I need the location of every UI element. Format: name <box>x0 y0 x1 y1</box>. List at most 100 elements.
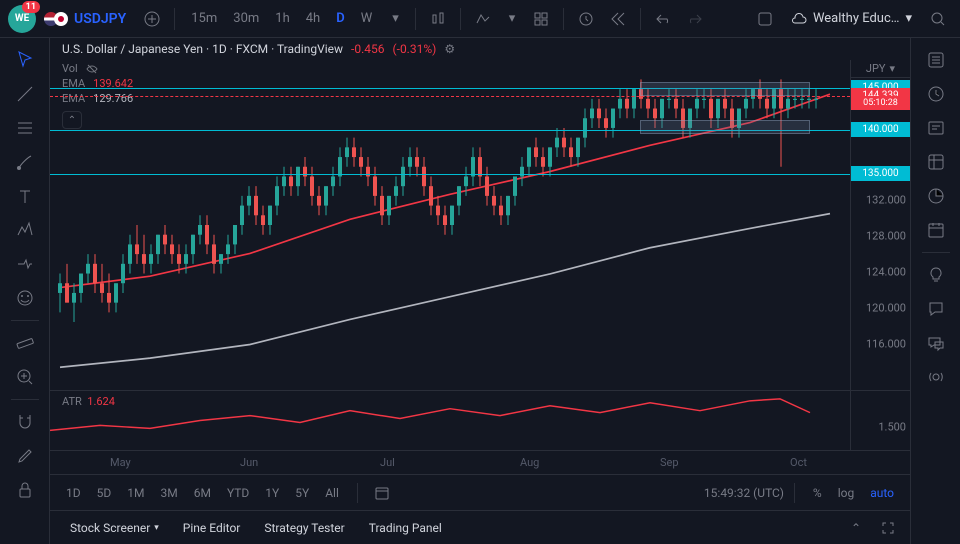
time-tick: Oct <box>790 456 807 469</box>
cloud-icon <box>791 11 807 27</box>
fullscreen-icon[interactable] <box>751 5 779 33</box>
calendar-button[interactable] <box>918 214 954 246</box>
rectangle-drawing[interactable] <box>640 82 810 96</box>
atr-axis[interactable]: 1.500 <box>850 391 910 450</box>
timeframe-30m[interactable]: 30m <box>225 7 267 30</box>
top-toolbar: WE11 USDJPY 15m30m1h4hDW ▾ ▾ Wealthy Edu… <box>0 0 960 38</box>
text-tool[interactable] <box>7 180 43 212</box>
range-YTD[interactable]: YTD <box>219 482 257 504</box>
notification-badge: 11 <box>22 1 40 13</box>
fib-tool[interactable] <box>7 112 43 144</box>
undo-button[interactable] <box>649 5 677 33</box>
replay-button[interactable] <box>604 5 632 33</box>
search-button[interactable] <box>924 5 952 33</box>
zoom-tool[interactable] <box>7 361 43 393</box>
chat-button[interactable] <box>918 293 954 325</box>
bottom-tab-strategy-tester[interactable]: Strategy Tester <box>252 515 356 541</box>
symbol-selector[interactable]: USDJPY <box>40 7 134 31</box>
bottom-tab-trading-panel[interactable]: Trading Panel <box>357 515 454 541</box>
range-6M[interactable]: 6M <box>186 482 219 504</box>
range-3M[interactable]: 3M <box>152 482 185 504</box>
horizontal-line[interactable] <box>50 96 850 97</box>
chart-canvas[interactable]: Vol EMA139.642 EMA129.766 ⌃ <box>50 60 850 390</box>
hotlist-button[interactable] <box>918 146 954 178</box>
indicators-dropdown[interactable]: ▾ <box>501 7 524 30</box>
alert-button[interactable] <box>572 5 600 33</box>
chart-title: U.S. Dollar / Japanese Yen · 1D · FXCM ·… <box>62 42 343 56</box>
goto-date-button[interactable] <box>368 479 396 507</box>
time-axis[interactable]: MayJunJulAugSepOct <box>50 450 910 474</box>
price-tick: 140.000 <box>851 122 910 137</box>
scale-log[interactable]: log <box>830 482 863 504</box>
cursor-tool[interactable] <box>7 44 43 76</box>
pattern-tool[interactable] <box>7 214 43 246</box>
range-5Y[interactable]: 5Y <box>287 482 317 504</box>
atr-line <box>50 391 850 450</box>
range-5D[interactable]: 5D <box>89 482 120 504</box>
timeframe-D[interactable]: D <box>328 7 352 30</box>
scale-options: %logauto <box>805 482 902 504</box>
lock-drawings-tool[interactable] <box>7 440 43 472</box>
forecast-tool[interactable] <box>7 248 43 280</box>
emoji-tool[interactable] <box>7 282 43 314</box>
trendline-tool[interactable] <box>7 78 43 110</box>
chart-settings-icon[interactable]: ⚙ <box>444 42 455 56</box>
timeframe-15m[interactable]: 15m <box>183 7 225 30</box>
price-axis[interactable]: JPY▾ 145.000144.33905:10:28140.000135.00… <box>850 60 910 390</box>
symbol-flags <box>48 12 68 26</box>
range-1D[interactable]: 1D <box>58 482 89 504</box>
stream-button[interactable] <box>918 361 954 393</box>
time-tick: Aug <box>520 456 539 469</box>
collapse-panel-button[interactable]: ⌃ <box>842 514 870 542</box>
scale-%[interactable]: % <box>805 482 830 504</box>
maximize-panel-button[interactable] <box>874 514 902 542</box>
axis-currency[interactable]: JPY▾ <box>851 60 910 78</box>
pie-button[interactable] <box>918 180 954 212</box>
app-logo[interactable]: WE11 <box>8 5 36 33</box>
chart-change-abs: -0.456 <box>351 42 384 56</box>
timeframe-1h[interactable]: 1h <box>267 7 297 30</box>
candle-style-button[interactable] <box>424 5 452 33</box>
atr-canvas[interactable]: ATR 1.624 <box>50 391 850 450</box>
redo-button[interactable] <box>681 5 709 33</box>
price-tick: 135.000 <box>851 166 910 181</box>
main-panel: U.S. Dollar / Japanese Yen · 1D · FXCM ·… <box>50 38 910 544</box>
brush-tool[interactable] <box>7 146 43 178</box>
ruler-tool[interactable] <box>7 327 43 359</box>
price-tick: 120.000 <box>866 302 906 315</box>
watchlist-button[interactable] <box>918 44 954 76</box>
alerts-panel-button[interactable] <box>918 78 954 110</box>
chart-change-pct: (-0.31%) <box>393 42 437 56</box>
chart-area: Vol EMA139.642 EMA129.766 ⌃ JPY▾ 145.000… <box>50 60 910 390</box>
range-1M[interactable]: 1M <box>119 482 152 504</box>
layout-grid-button[interactable] <box>527 5 555 33</box>
time-tick: Jul <box>380 456 395 469</box>
bottom-tab-stock-screener[interactable]: Stock Screener ▾ <box>58 515 171 541</box>
add-symbol-button[interactable] <box>138 5 166 33</box>
lock-tool[interactable] <box>7 474 43 506</box>
news-button[interactable] <box>918 112 954 144</box>
magnet-tool[interactable] <box>7 406 43 438</box>
clock-display: 15:49:32 (UTC) <box>704 486 784 500</box>
scale-auto[interactable]: auto <box>862 482 902 504</box>
right-sidebar <box>910 38 960 544</box>
timeframe-4h[interactable]: 4h <box>298 7 328 30</box>
time-tick: Sep <box>660 456 679 469</box>
price-tick: 116.000 <box>866 338 906 351</box>
account-menu[interactable]: Wealthy Educ… ▾ <box>783 7 920 31</box>
rectangle-drawing[interactable] <box>640 120 810 134</box>
timeframe-W[interactable]: W <box>353 7 381 30</box>
flag-jp-icon <box>54 12 68 26</box>
range-buttons: 1D5D1M3M6MYTD1Y5YAll <box>58 482 347 504</box>
indicators-button[interactable] <box>469 5 497 33</box>
time-tick: Jun <box>240 456 258 469</box>
bottom-tab-pine-editor[interactable]: Pine Editor <box>171 515 253 541</box>
ideas-button[interactable] <box>918 259 954 291</box>
timeframe-more[interactable]: ▾ <box>384 7 407 30</box>
price-tick: 05:10:28 <box>851 96 910 110</box>
range-All[interactable]: All <box>317 482 347 504</box>
range-1Y[interactable]: 1Y <box>257 482 287 504</box>
horizontal-line[interactable] <box>50 174 850 175</box>
chart-header: U.S. Dollar / Japanese Yen · 1D · FXCM ·… <box>50 38 910 60</box>
private-chat-button[interactable] <box>918 327 954 359</box>
